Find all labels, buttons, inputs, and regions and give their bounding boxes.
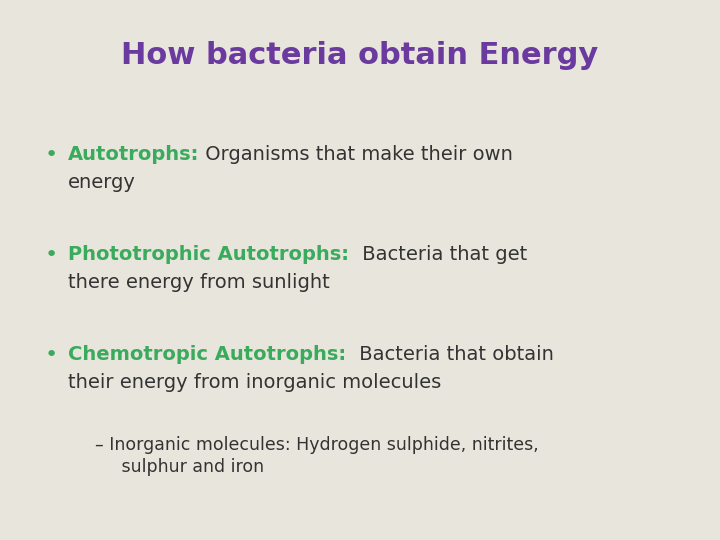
Text: sulphur and iron: sulphur and iron	[105, 458, 264, 476]
Text: Chemotropic Autotrophs:: Chemotropic Autotrophs:	[68, 346, 353, 365]
Text: Bacteria that get: Bacteria that get	[356, 246, 527, 265]
Text: energy: energy	[68, 173, 136, 192]
Text: their energy from inorganic molecules: their energy from inorganic molecules	[68, 374, 441, 393]
Text: •: •	[45, 145, 58, 165]
Text: – Inorganic molecules: Hydrogen sulphide, nitrites,: – Inorganic molecules: Hydrogen sulphide…	[95, 436, 539, 454]
Text: there energy from sunlight: there energy from sunlight	[68, 273, 330, 293]
Text: Organisms that make their own: Organisms that make their own	[199, 145, 513, 165]
Text: How bacteria obtain Energy: How bacteria obtain Energy	[122, 40, 598, 70]
Text: •: •	[45, 345, 58, 365]
Text: Autotrophs:: Autotrophs:	[68, 145, 199, 165]
Text: •: •	[45, 245, 58, 265]
Text: Bacteria that obtain: Bacteria that obtain	[353, 346, 554, 365]
Text: Phototrophic Autotrophs:: Phototrophic Autotrophs:	[68, 246, 356, 265]
